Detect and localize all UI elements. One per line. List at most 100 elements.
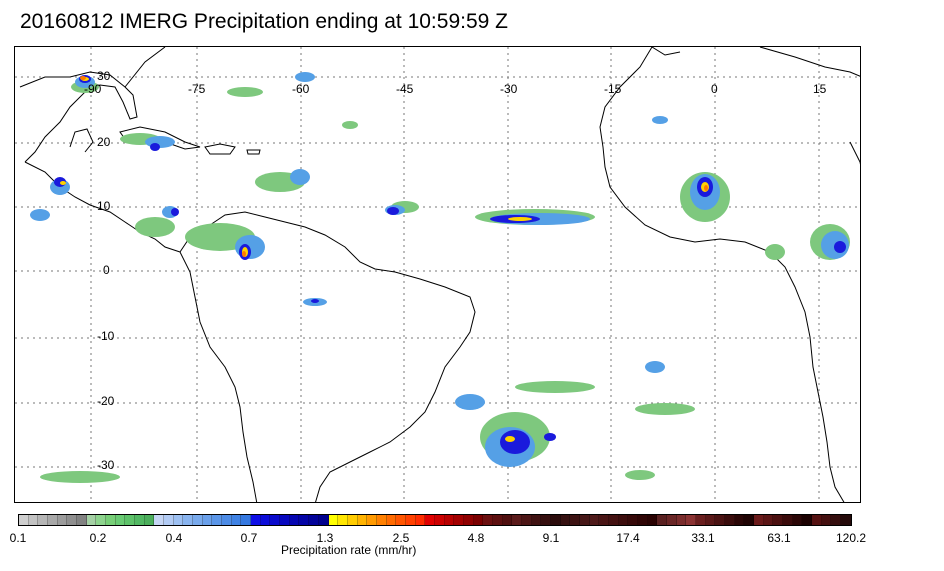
colorbar-tick: 0.4 — [165, 531, 183, 545]
colorbar-swatch — [183, 515, 194, 525]
map-title: 20160812 IMERG Precipitation ending at 1… — [20, 10, 508, 33]
colorbar-tick: 2.5 — [392, 531, 410, 545]
colorbar-swatch — [386, 515, 397, 525]
colorbar-swatch — [164, 515, 174, 525]
colorbar-tick: 0.2 — [89, 531, 107, 545]
lat-label: -10 — [97, 329, 115, 343]
colorbar-swatch — [328, 515, 339, 525]
lon-label: -75 — [188, 82, 206, 96]
lon-label: 15 — [813, 82, 827, 96]
colorbar-swatch — [193, 515, 203, 525]
colorbar-swatch — [676, 515, 687, 525]
colorbar-tick: 0.1 — [9, 531, 27, 545]
colorbar-swatch — [405, 515, 416, 525]
colorbar-tick: 120.2 — [835, 531, 867, 545]
lat-label: -30 — [97, 458, 115, 472]
colorbar-swatch — [222, 515, 232, 525]
colorbar-swatch — [135, 515, 145, 525]
colorbar-swatch — [783, 515, 793, 525]
colorbar-swatch — [502, 515, 513, 525]
colorbar-swatch — [289, 515, 300, 525]
colorbar-swatch — [173, 515, 184, 525]
colorbar-swatch — [241, 515, 252, 525]
colorbar-title: Precipitation rate (mm/hr) — [281, 543, 417, 557]
colorbar-swatch — [541, 515, 551, 525]
lon-label: -60 — [292, 82, 310, 96]
colorbar-swatch — [48, 515, 58, 525]
colorbar-swatch — [425, 515, 435, 525]
colorbar — [18, 514, 852, 526]
colorbar-swatch — [96, 515, 107, 525]
colorbar-swatch — [260, 515, 271, 525]
colorbar-swatch — [802, 515, 813, 525]
colorbar-swatch — [492, 515, 503, 525]
colorbar-swatch — [270, 515, 281, 525]
colorbar-swatch — [841, 515, 851, 525]
colorbar-swatch — [280, 515, 290, 525]
lat-label: -20 — [97, 394, 115, 408]
colorbar-tick: 9.1 — [542, 531, 560, 545]
colorbar-swatch — [560, 515, 571, 525]
colorbar-swatch — [463, 515, 474, 525]
colorbar-swatch — [570, 515, 580, 525]
colorbar-swatch — [483, 515, 493, 525]
colorbar-swatch — [231, 515, 242, 525]
colorbar-swatch — [415, 515, 426, 525]
colorbar-swatch — [550, 515, 561, 525]
colorbar-swatch — [686, 515, 697, 525]
colorbar-swatch — [647, 515, 658, 525]
colorbar-tick: 1.3 — [316, 531, 334, 545]
colorbar-swatch — [396, 515, 406, 525]
moderate-rain-areas — [30, 72, 849, 467]
precipitation-map: -90 -75 -60 -45 -30 -15 0 15 30 20 10 0 … — [14, 46, 861, 503]
colorbar-swatch — [144, 515, 155, 525]
gridlines — [15, 47, 860, 502]
colorbar-swatch — [125, 515, 136, 525]
colorbar-swatch — [347, 515, 358, 525]
colorbar-swatch — [628, 515, 638, 525]
lon-label: -90 — [84, 82, 102, 96]
lon-label: -45 — [396, 82, 414, 96]
colorbar-swatch — [608, 515, 619, 525]
colorbar-swatch — [473, 515, 484, 525]
colorbar-swatch — [705, 515, 716, 525]
colorbar-swatch — [792, 515, 803, 525]
colorbar-swatch — [318, 515, 329, 525]
colorbar-swatch — [821, 515, 832, 525]
colorbar-swatch — [367, 515, 377, 525]
colorbar-swatch — [454, 515, 464, 525]
colorbar-swatch — [696, 515, 706, 525]
colorbar-swatch — [773, 515, 784, 525]
lon-label: 0 — [711, 82, 718, 96]
colorbar-swatch — [154, 515, 165, 525]
colorbar-swatch — [763, 515, 774, 525]
colorbar-swatch — [57, 515, 68, 525]
colorbar-swatch — [19, 515, 29, 525]
colorbar-tick: 17.4 — [616, 531, 640, 545]
colorbar-swatch — [376, 515, 387, 525]
colorbar-tick: 0.7 — [240, 531, 258, 545]
heavy-rain-areas — [54, 75, 846, 454]
lon-label: -30 — [500, 82, 518, 96]
map-canvas — [15, 47, 860, 502]
coastlines — [19, 47, 860, 502]
colorbar-swatch — [86, 515, 97, 525]
colorbar-swatch — [531, 515, 542, 525]
colorbar-tick: 4.8 — [467, 531, 485, 545]
colorbar-swatch — [309, 515, 319, 525]
colorbar-swatch — [579, 515, 590, 525]
colorbar-tick: 63.1 — [767, 531, 791, 545]
very-heavy-rain-areas — [60, 77, 709, 442]
colorbar-swatch — [521, 515, 532, 525]
colorbar-swatch — [667, 515, 677, 525]
colorbar-swatch — [251, 515, 261, 525]
colorbar-swatch — [725, 515, 735, 525]
lat-label: 20 — [97, 135, 111, 149]
colorbar-swatch — [77, 515, 87, 525]
colorbar-swatch — [812, 515, 822, 525]
colorbar-swatch — [744, 515, 755, 525]
colorbar-swatch — [618, 515, 629, 525]
lat-label: 0 — [103, 263, 110, 277]
colorbar-swatch — [715, 515, 726, 525]
colorbar-swatch — [512, 515, 522, 525]
